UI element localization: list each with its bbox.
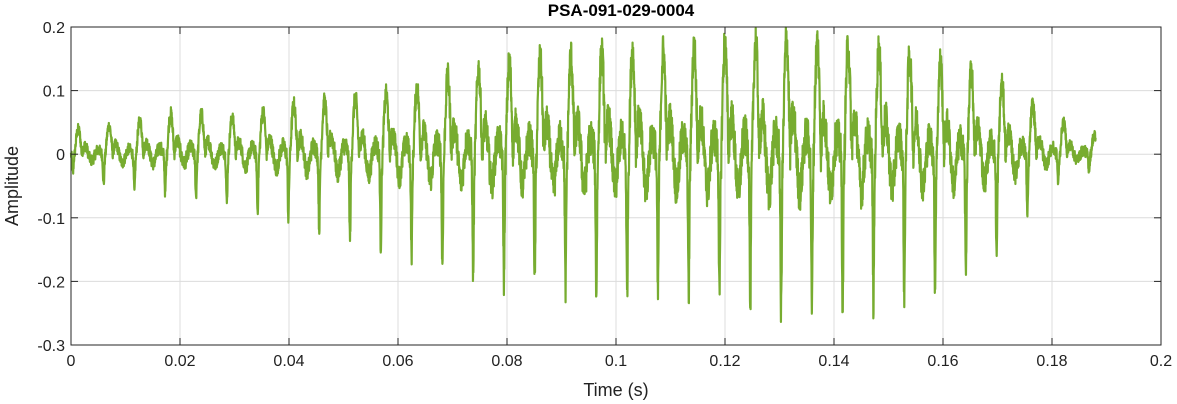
y-tick-label: -0.1: [37, 211, 65, 228]
y-tick-label: 0.1: [43, 84, 65, 101]
x-tick-label: 0.2: [1150, 353, 1172, 370]
x-axis-label: Time (s): [583, 380, 648, 400]
y-axis: 0.2 0.1 0 -0.1 -0.2 -0.3: [37, 20, 1161, 355]
x-tick-label: 0.02: [164, 353, 195, 370]
y-tick-label: -0.3: [37, 338, 65, 355]
y-axis-label: Amplitude: [2, 146, 22, 226]
x-tick-label: 0.14: [818, 353, 849, 370]
x-tick-label: 0.1: [605, 353, 627, 370]
x-axis: 0 0.02 0.04 0.06 0.08 0.1 0.12 0.14 0.16 0.18 0.2: [67, 27, 1172, 370]
x-tick-label: 0.18: [1036, 353, 1067, 370]
series-line: [69, 26, 1097, 323]
y-tick-label: -0.2: [37, 274, 65, 291]
plot-area: [69, 26, 1097, 323]
y-tick-label: 0.2: [43, 20, 65, 37]
x-tick-label: 0.08: [491, 353, 522, 370]
x-tick-label: 0.16: [927, 353, 958, 370]
chart-title: PSA-091-029-0004: [548, 1, 695, 20]
x-tick-label: 0.12: [709, 353, 740, 370]
x-tick-label: 0: [67, 353, 76, 370]
y-tick-label: 0: [56, 147, 65, 164]
x-tick-label: 0.04: [273, 353, 304, 370]
x-tick-label: 0.06: [382, 353, 413, 370]
